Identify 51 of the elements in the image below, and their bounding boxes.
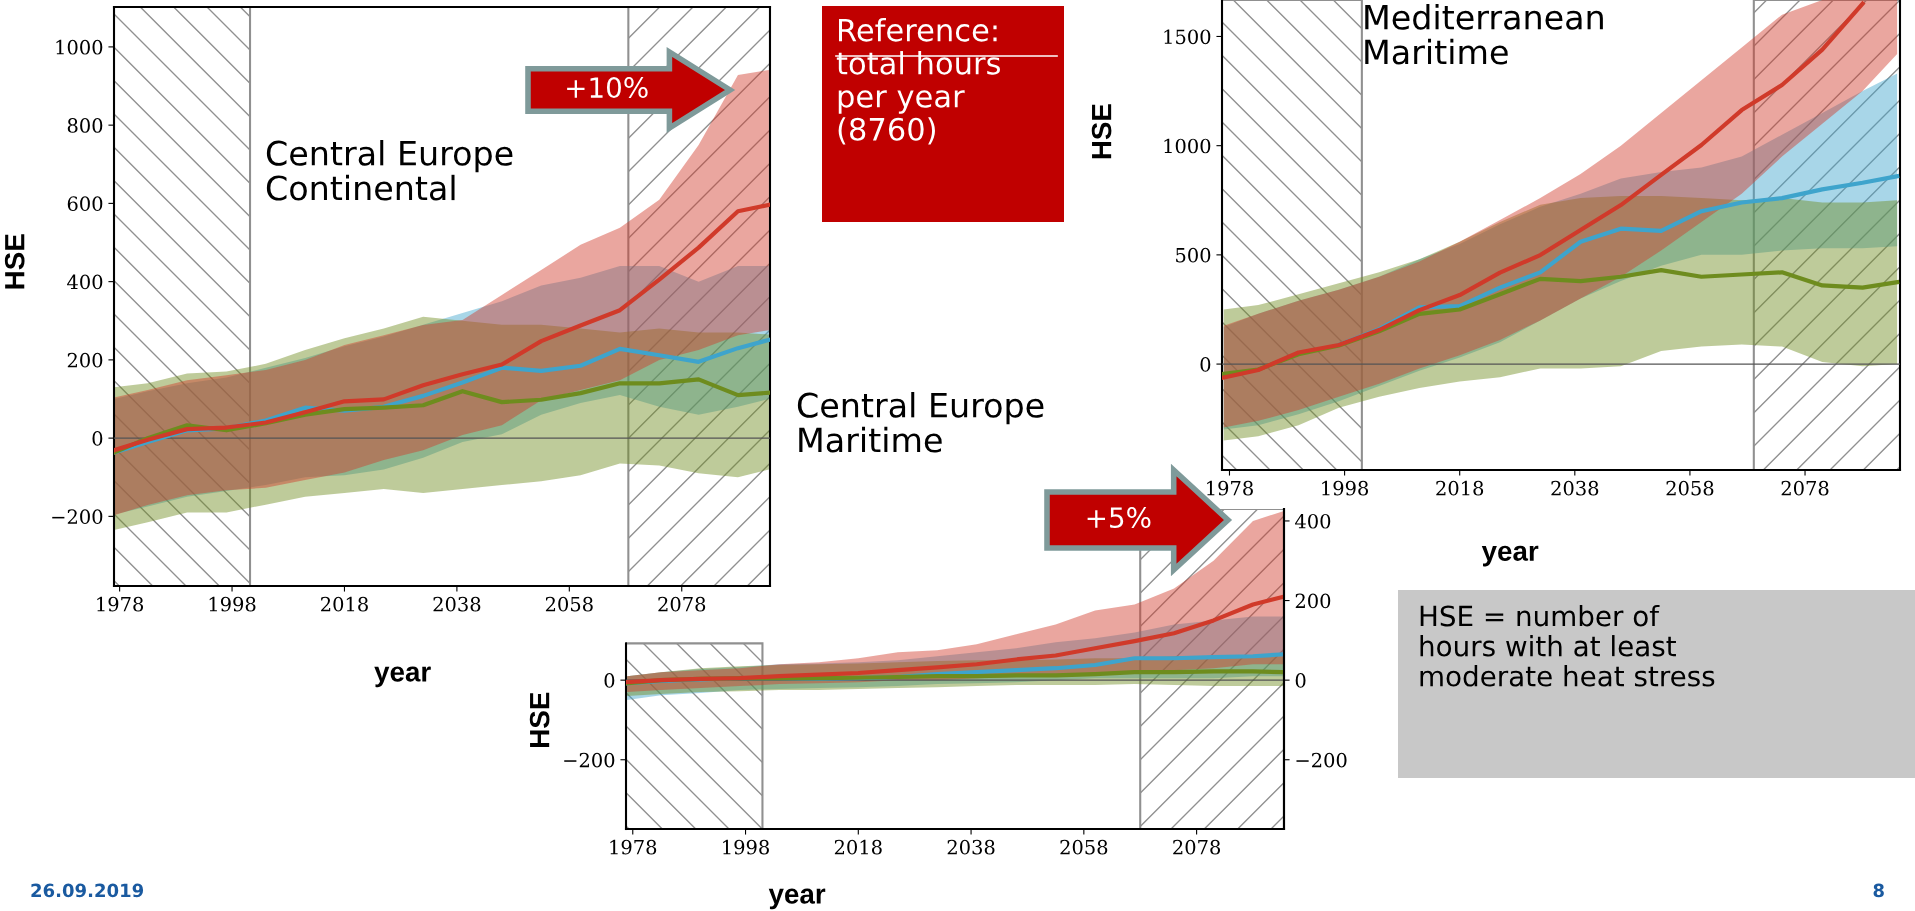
- x-tick-label: 2018: [1436, 480, 1484, 496]
- x-tick-label: 1978: [610, 839, 657, 855]
- y-tick-label: 800: [67, 118, 103, 133]
- y-tick-label: 1500: [1164, 29, 1211, 45]
- text: Reference: total hours per year (8760): [836, 18, 1000, 145]
- chart-title: Central Europe Maritime: [797, 392, 1044, 453]
- x-tick-label: 1998: [723, 839, 769, 855]
- x-axis-title: year: [768, 888, 826, 910]
- x-tick-label: 2078: [1173, 839, 1221, 855]
- y2-tick-label: 400: [1295, 513, 1331, 529]
- x-tick-label: 2058: [545, 596, 593, 612]
- line-series: [114, 202, 770, 453]
- y-tick-label: 1000: [1164, 138, 1211, 154]
- y-axis-title: HSE: [1091, 104, 1112, 159]
- x-tick-label: 2058: [1666, 480, 1714, 496]
- annotation: +5%: [1087, 507, 1151, 529]
- text: HSE = number of hours with at least moderate heat stress: [1420, 605, 1715, 687]
- y-tick-label: 0: [92, 431, 103, 446]
- y-tick-label: 600: [67, 196, 103, 212]
- y2-tick-label: 200: [1295, 593, 1331, 609]
- x-tick-label: 1998: [209, 596, 256, 612]
- x-tick-label: 1978: [97, 596, 144, 612]
- text: Central Europe Continental: [266, 140, 513, 201]
- y-axis-title: HSE: [4, 234, 25, 289]
- y-axis-title: HSE: [529, 692, 550, 747]
- x-tick-label: 1998: [1322, 480, 1369, 496]
- y-tick-label: 200: [67, 352, 103, 368]
- x-tick-label: 2038: [433, 596, 481, 612]
- x-axis-title: year: [374, 666, 431, 688]
- y-tick-label: 0: [1200, 357, 1211, 372]
- y-tick-label: 1000: [56, 39, 103, 55]
- y-tick-label: 400: [67, 274, 103, 290]
- x-tick-label: 2078: [658, 596, 706, 612]
- y2-tick-label: −200: [1296, 752, 1347, 768]
- y-tick-label: −200: [52, 509, 103, 525]
- x-axis-title: year: [1481, 545, 1539, 567]
- annotation: +10%: [567, 77, 648, 99]
- text: 26.09.2019: [31, 883, 144, 898]
- line-series: [626, 594, 1284, 685]
- x-tick-label: 2038: [947, 839, 995, 855]
- x-tick-label: 2018: [321, 596, 368, 612]
- y2-tick-label: 0: [1295, 673, 1306, 688]
- y-tick-label: 500: [1176, 247, 1211, 263]
- text: Mediterranean Maritime: [1365, 4, 1603, 65]
- line-series: [1222, 1, 1865, 380]
- x-tick-label: 2018: [834, 839, 882, 855]
- x-tick-label: 2078: [1781, 480, 1829, 496]
- x-tick-label: 2038: [1551, 480, 1599, 496]
- text: 8: [1873, 883, 1884, 898]
- x-tick-label: 2058: [1060, 839, 1108, 855]
- x-tick-label: 1978: [1207, 480, 1253, 496]
